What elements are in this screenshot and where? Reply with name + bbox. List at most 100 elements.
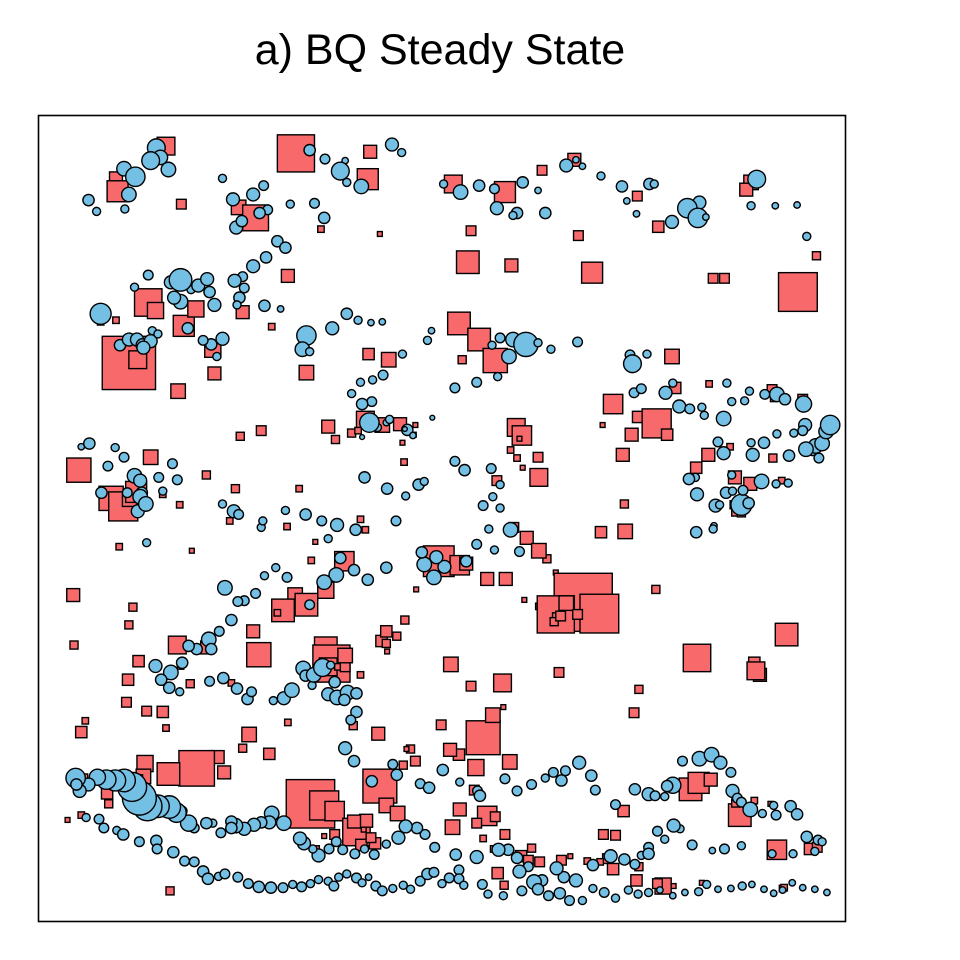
circle-point	[778, 392, 792, 406]
circle-point	[323, 533, 333, 544]
circle-point	[246, 259, 261, 274]
square-point	[718, 272, 730, 284]
square-point	[580, 261, 604, 284]
circle-point	[347, 754, 361, 768]
circle-point	[271, 234, 284, 248]
circle-point	[540, 773, 551, 783]
circle-point	[817, 836, 827, 847]
circle-point	[668, 891, 677, 900]
square-point	[500, 703, 507, 711]
square-point	[534, 856, 546, 868]
square-point	[381, 638, 392, 649]
circle-point	[603, 849, 618, 864]
circle-point	[770, 809, 782, 821]
circle-point	[225, 821, 238, 835]
circle-point	[388, 883, 398, 894]
circle-point	[283, 682, 300, 699]
square-point	[246, 641, 272, 668]
circle-point	[693, 886, 704, 897]
circle-point	[253, 206, 266, 220]
circle-point	[328, 880, 340, 892]
circle-point	[250, 587, 262, 600]
circle-point	[713, 755, 728, 770]
circle-point	[635, 383, 647, 395]
circle-point	[598, 886, 610, 899]
circle-point	[378, 317, 387, 326]
square-point	[597, 828, 609, 840]
circle-point	[516, 176, 530, 189]
circle-point	[359, 844, 370, 854]
circle-point	[788, 849, 798, 859]
circle-point	[452, 184, 469, 201]
circle-point	[436, 763, 450, 777]
square-point	[103, 799, 114, 809]
square-point	[354, 426, 362, 435]
circle-point	[153, 471, 165, 483]
circle-point	[330, 161, 350, 181]
circle-point	[158, 486, 168, 496]
circle-point	[793, 201, 802, 209]
circle-point	[384, 414, 395, 425]
circle-point	[81, 812, 91, 823]
circle-point	[259, 251, 273, 264]
square-point	[283, 522, 291, 531]
circle-point	[142, 269, 154, 281]
circle-point	[485, 462, 497, 475]
circle-point	[742, 496, 756, 510]
circle-point	[489, 545, 500, 555]
square-point	[121, 673, 135, 687]
circle-point	[409, 431, 417, 440]
square-point	[317, 225, 325, 234]
circle-point	[215, 331, 230, 346]
circle-point	[546, 344, 556, 354]
circle-point	[162, 664, 179, 681]
circle-point	[179, 855, 191, 867]
circle-point	[376, 885, 388, 897]
circle-point	[632, 209, 641, 218]
circle-point	[745, 447, 760, 462]
circle-point	[771, 479, 781, 489]
circle-point	[342, 177, 352, 188]
circle-point	[428, 866, 440, 878]
circle-point	[242, 878, 254, 890]
circle-point	[628, 782, 642, 796]
circle-point	[136, 340, 151, 355]
square-point	[442, 742, 458, 757]
square-point	[298, 364, 315, 381]
square-point	[124, 620, 134, 630]
square-point	[435, 719, 447, 731]
square-point	[321, 419, 336, 434]
circle-point	[313, 874, 324, 885]
circle-point	[422, 335, 433, 346]
square-point	[356, 670, 365, 679]
circle-point	[547, 766, 559, 778]
circle-point	[151, 843, 163, 855]
square-point	[295, 484, 304, 493]
circle-point	[712, 436, 724, 448]
circle-point	[350, 705, 363, 719]
circle-point	[350, 687, 363, 700]
circle-point	[102, 460, 114, 472]
circle-point	[642, 349, 652, 359]
square-point	[628, 707, 640, 719]
circle-point	[252, 880, 266, 894]
circle-point	[98, 822, 110, 834]
circle-point	[488, 183, 500, 195]
circle-point	[684, 403, 696, 415]
square-point	[467, 327, 492, 352]
circle-point	[725, 766, 737, 778]
square-point	[452, 802, 467, 817]
circle-point	[437, 559, 452, 575]
circle-point	[188, 856, 200, 868]
square-point	[530, 542, 547, 559]
square-point	[307, 556, 316, 565]
square-point	[465, 680, 477, 692]
circle-point	[789, 428, 799, 438]
circle-point	[668, 378, 678, 388]
circle-point	[361, 573, 375, 587]
circle-point	[397, 349, 408, 359]
square-point	[609, 829, 622, 841]
circle-point	[469, 849, 484, 865]
square-point	[498, 571, 513, 587]
square-point	[634, 684, 644, 695]
